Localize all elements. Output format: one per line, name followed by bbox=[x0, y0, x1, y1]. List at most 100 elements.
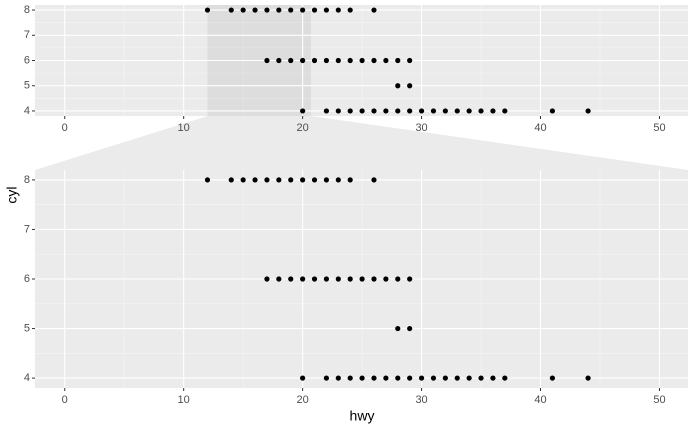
point bbox=[323, 375, 330, 381]
point bbox=[347, 177, 353, 183]
point bbox=[323, 57, 330, 64]
point bbox=[264, 7, 270, 13]
point bbox=[371, 108, 377, 114]
y-tick-label: 4 bbox=[24, 105, 30, 117]
point bbox=[418, 375, 425, 381]
point bbox=[407, 375, 413, 381]
point bbox=[335, 375, 341, 381]
point bbox=[288, 57, 294, 64]
x-tick-label: 20 bbox=[296, 122, 308, 134]
y-tick-label: 5 bbox=[24, 322, 30, 334]
point bbox=[383, 276, 389, 282]
point bbox=[347, 276, 353, 282]
y-tick-label: 8 bbox=[24, 174, 30, 186]
point bbox=[323, 108, 330, 114]
point bbox=[276, 177, 282, 183]
point bbox=[335, 7, 341, 13]
point bbox=[264, 177, 270, 183]
point bbox=[454, 375, 460, 381]
point bbox=[335, 177, 341, 183]
point bbox=[276, 7, 282, 13]
point bbox=[335, 276, 341, 282]
point bbox=[407, 83, 413, 89]
point bbox=[300, 108, 306, 114]
point bbox=[288, 276, 294, 282]
point bbox=[252, 7, 258, 13]
point bbox=[359, 57, 365, 64]
point bbox=[407, 276, 413, 282]
point bbox=[466, 108, 472, 114]
point bbox=[418, 108, 425, 114]
point bbox=[371, 276, 377, 282]
point bbox=[347, 7, 353, 13]
point bbox=[478, 108, 484, 114]
point bbox=[204, 177, 211, 183]
point bbox=[585, 108, 591, 114]
point bbox=[466, 375, 472, 381]
x-tick-label: 20 bbox=[296, 394, 308, 406]
point bbox=[311, 177, 318, 183]
point bbox=[478, 375, 484, 381]
point bbox=[359, 108, 365, 114]
point bbox=[300, 375, 306, 381]
point bbox=[585, 375, 591, 381]
x-tick-label: 30 bbox=[415, 122, 427, 134]
x-tick-label: 40 bbox=[534, 122, 546, 134]
point bbox=[395, 276, 401, 282]
point bbox=[383, 108, 389, 114]
point bbox=[407, 57, 413, 64]
point bbox=[252, 177, 258, 183]
y-tick-label: 6 bbox=[24, 273, 30, 285]
point bbox=[323, 177, 330, 183]
point bbox=[371, 57, 377, 64]
point bbox=[430, 108, 437, 114]
point bbox=[347, 57, 353, 64]
y-tick-label: 8 bbox=[24, 4, 30, 16]
point bbox=[490, 375, 496, 381]
point bbox=[549, 108, 556, 114]
point bbox=[323, 276, 330, 282]
point bbox=[276, 57, 282, 64]
point bbox=[359, 375, 365, 381]
point bbox=[395, 83, 401, 89]
point bbox=[288, 177, 294, 183]
y-tick-label: 7 bbox=[24, 223, 30, 235]
point bbox=[311, 276, 318, 282]
point bbox=[228, 177, 234, 183]
point bbox=[359, 276, 365, 282]
point bbox=[395, 325, 401, 332]
x-tick-label: 0 bbox=[62, 122, 68, 134]
point bbox=[228, 7, 234, 13]
point bbox=[300, 7, 306, 13]
x-tick-label: 50 bbox=[653, 394, 665, 406]
point bbox=[311, 7, 318, 13]
point bbox=[430, 375, 437, 381]
point bbox=[240, 7, 246, 13]
point bbox=[407, 325, 413, 332]
point bbox=[371, 7, 377, 13]
point bbox=[264, 57, 270, 64]
point bbox=[347, 108, 353, 114]
point bbox=[300, 57, 306, 64]
x-tick-label: 10 bbox=[178, 122, 190, 134]
point bbox=[442, 108, 448, 114]
x-tick-label: 10 bbox=[178, 394, 190, 406]
y-tick-label: 5 bbox=[24, 80, 30, 92]
point bbox=[323, 7, 330, 13]
point bbox=[240, 177, 246, 183]
x-axis-title: hwy bbox=[350, 408, 375, 424]
point bbox=[395, 108, 401, 114]
point bbox=[347, 375, 353, 381]
y-tick-label: 4 bbox=[24, 372, 30, 384]
point bbox=[288, 7, 294, 13]
point bbox=[276, 276, 282, 282]
point bbox=[502, 108, 508, 114]
point bbox=[395, 375, 401, 381]
point bbox=[549, 375, 556, 381]
point bbox=[383, 57, 389, 64]
point bbox=[442, 375, 448, 381]
point bbox=[300, 276, 306, 282]
point bbox=[335, 108, 341, 114]
point bbox=[502, 375, 508, 381]
